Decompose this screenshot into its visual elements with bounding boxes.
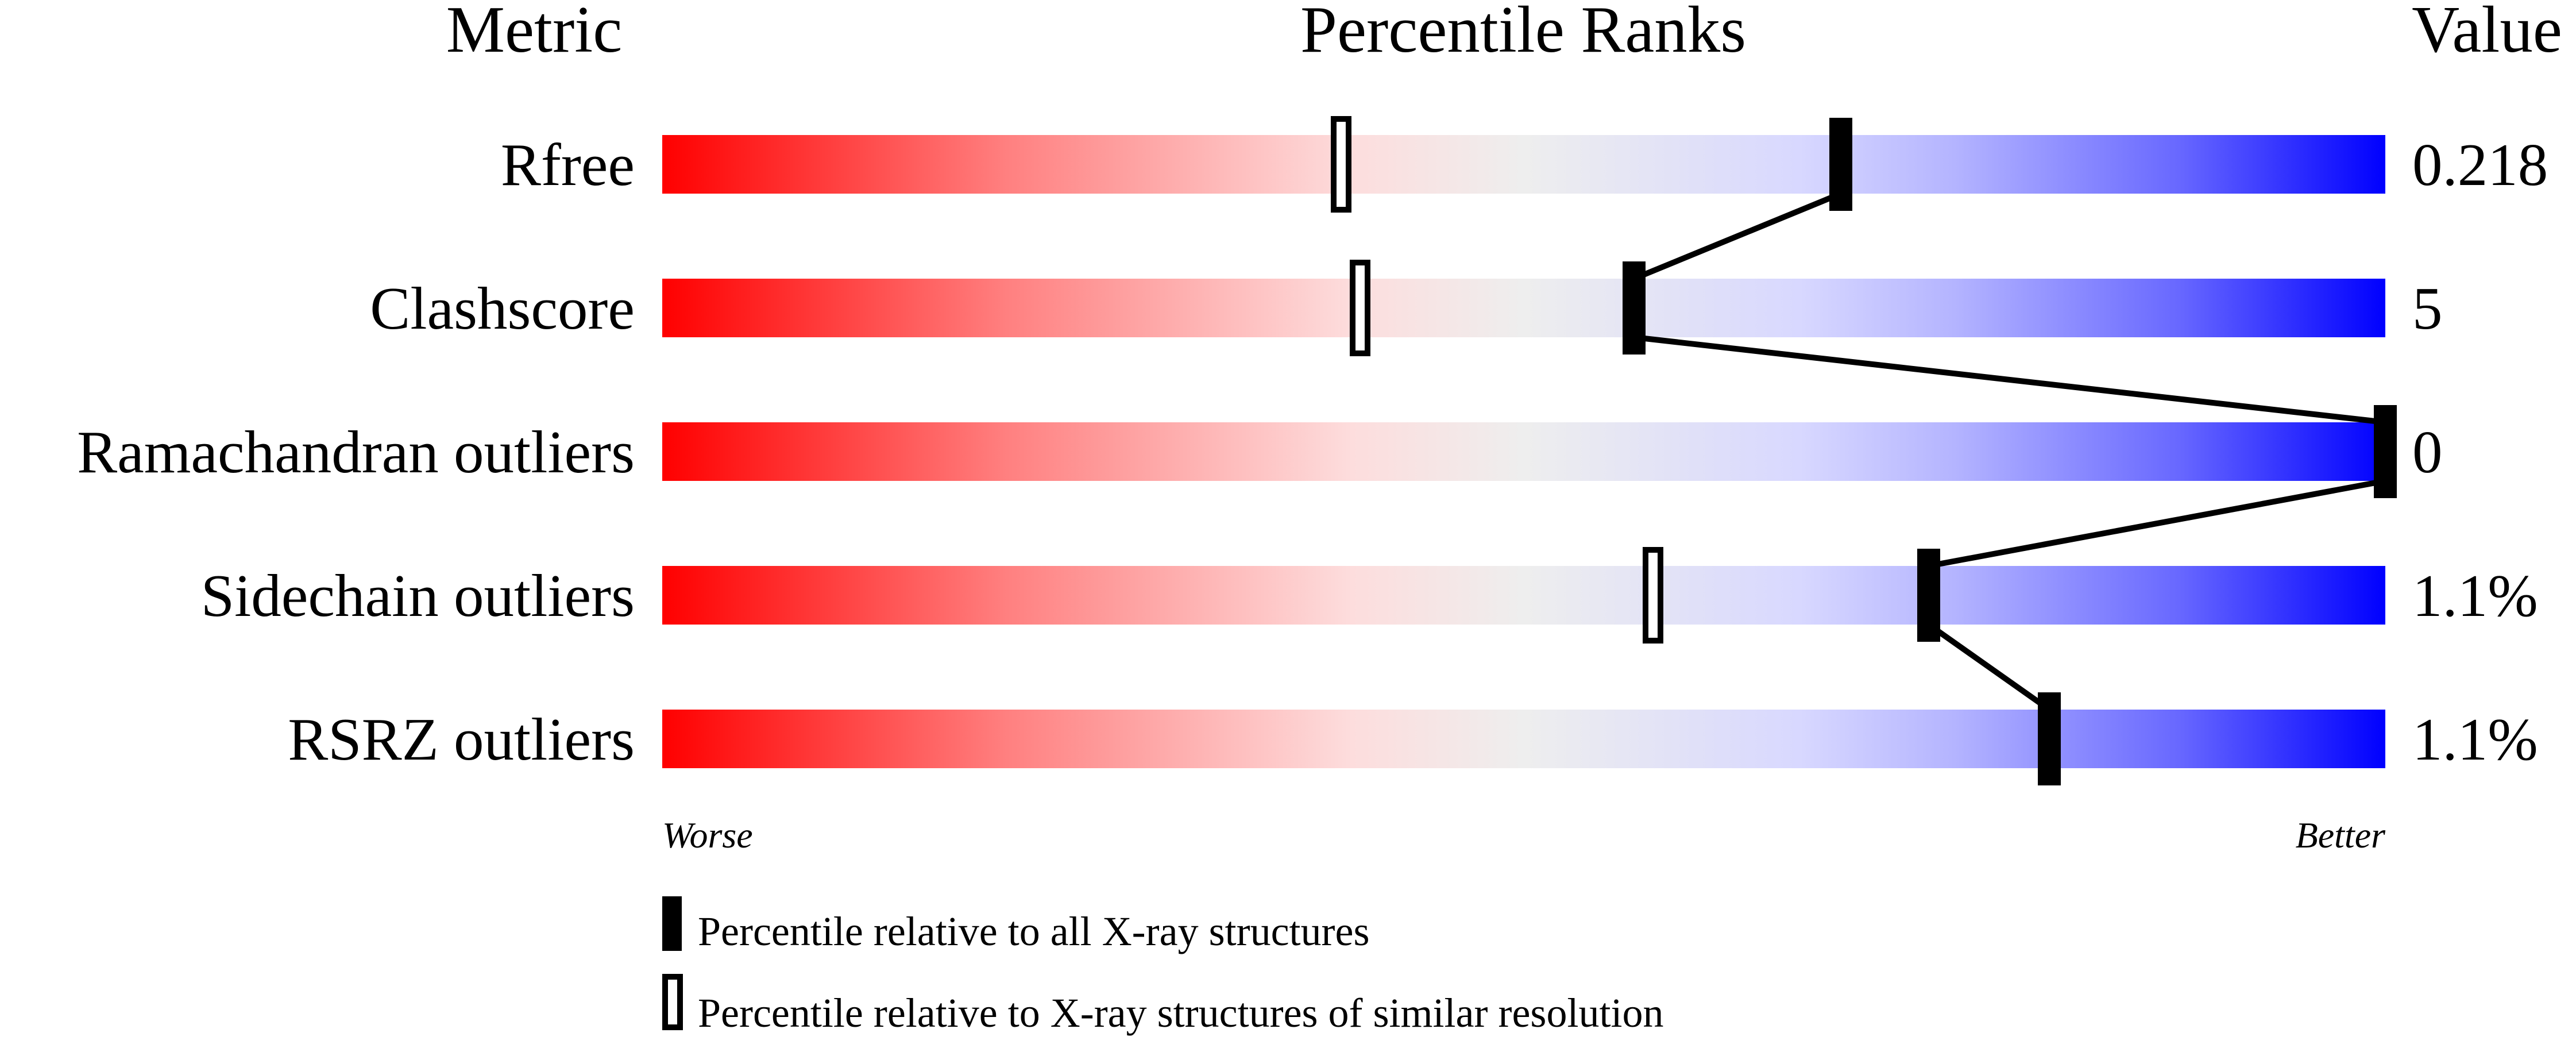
percentile-bar bbox=[662, 135, 2385, 194]
metric-label: Ramachandran outliers bbox=[77, 418, 635, 486]
metric-label: Sidechain outliers bbox=[201, 562, 635, 629]
similar-resolution-marker bbox=[1350, 260, 1370, 356]
connector-line bbox=[1927, 622, 2051, 712]
legend-open-marker bbox=[662, 974, 683, 1030]
percentile-bar bbox=[662, 422, 2385, 481]
header-percentile-ranks: Percentile Ranks bbox=[1300, 0, 1746, 66]
metric-value: 5 bbox=[2412, 275, 2443, 342]
axis-worse-label: Worse bbox=[662, 815, 753, 856]
metric-value: 1.1% bbox=[2412, 562, 2538, 629]
all-structures-marker bbox=[1829, 118, 1852, 211]
header-value: Value bbox=[2412, 0, 2562, 66]
metric-value: 1.1% bbox=[2412, 706, 2538, 773]
percentile-bar bbox=[662, 710, 2385, 768]
metric-value: 0.218 bbox=[2412, 131, 2548, 198]
metric-label: Clashscore bbox=[370, 275, 635, 342]
all-structures-marker bbox=[2038, 692, 2061, 785]
axis-better-label: Better bbox=[2296, 815, 2386, 856]
metric-label: RSRZ outliers bbox=[288, 706, 635, 773]
all-structures-marker bbox=[1917, 549, 1940, 642]
percentile-bar bbox=[662, 279, 2385, 337]
percentile-bar bbox=[662, 566, 2385, 625]
similar-resolution-marker bbox=[1643, 547, 1663, 644]
connector-line bbox=[1633, 191, 1842, 282]
legend-filled-marker bbox=[662, 896, 682, 951]
header-metric: Metric bbox=[446, 0, 623, 66]
metric-value: 0 bbox=[2412, 418, 2443, 486]
connector-line bbox=[1928, 478, 2386, 569]
connector-line bbox=[1633, 334, 2386, 425]
all-structures-marker bbox=[2374, 405, 2397, 498]
similar-resolution-marker bbox=[1331, 116, 1351, 213]
legend-similar-label: Percentile relative to X-ray structures … bbox=[698, 990, 1663, 1036]
metric-label: Rfree bbox=[501, 131, 635, 198]
all-structures-marker bbox=[1623, 261, 1646, 355]
legend-all-label: Percentile relative to all X-ray structu… bbox=[698, 908, 1370, 954]
